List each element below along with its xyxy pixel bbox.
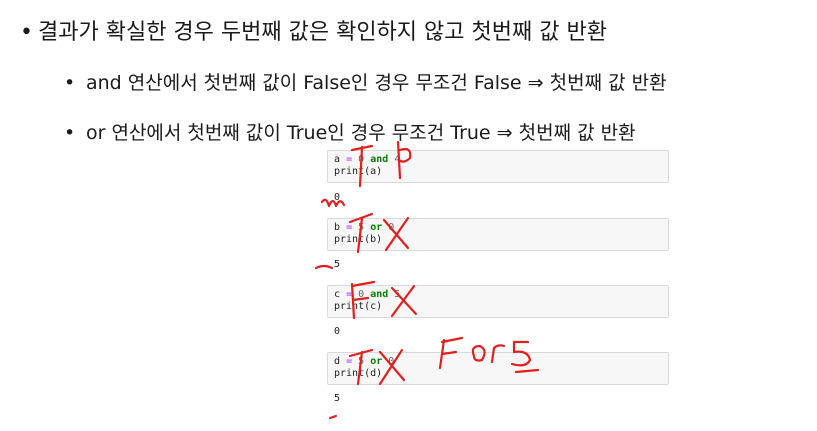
code-line: b = 5 or 0: [334, 222, 395, 233]
sub-bullet-and-text: and 연산에서 첫번째 값이 False인 경우 무조건 False ⇒ 첫번…: [86, 72, 667, 94]
code-cell-d[interactable]: d = 5 or 0 print(d): [327, 352, 669, 385]
code-line: print(c): [334, 301, 383, 312]
cell-output-c: 0: [334, 326, 341, 337]
ink-mark: [314, 264, 334, 270]
main-bullet: • 결과가 확실한 경우 두번째 값은 확인하지 않고 첫번째 값 반환: [20, 14, 607, 46]
ink-mark: [328, 414, 338, 420]
sub-bullet-or-text: or 연산에서 첫번째 값이 True인 경우 무조건 True ⇒ 첫번째 값…: [86, 122, 636, 144]
code-line: a = 0 and 4: [334, 154, 401, 165]
code-cell-c[interactable]: c = 0 and 5 print(c): [327, 285, 669, 318]
ink-mark: [320, 198, 346, 208]
main-bullet-text: 결과가 확실한 경우 두번째 값은 확인하지 않고 첫번째 값 반환: [38, 20, 607, 45]
sub-bullet-or: • or 연산에서 첫번째 값이 True인 경우 무조건 True ⇒ 첫번째 …: [64, 118, 636, 145]
sub-bullet-and: • and 연산에서 첫번째 값이 False인 경우 무조건 False ⇒ 첫…: [64, 68, 667, 95]
cell-output-d: 5: [334, 393, 341, 404]
code-line: print(b): [334, 234, 383, 245]
bullet-dot: •: [20, 20, 33, 45]
code-cell-b[interactable]: b = 5 or 0 print(b): [327, 218, 669, 251]
bullet-dot: •: [64, 122, 76, 144]
code-line: c = 0 and 5: [334, 289, 401, 300]
code-cell-a[interactable]: a = 0 and 4 print(a): [327, 150, 669, 183]
code-line: d = 5 or 0: [334, 356, 395, 367]
bullet-dot: •: [64, 72, 76, 94]
cell-output-b: 5: [334, 259, 341, 270]
code-line: print(d): [334, 368, 383, 379]
cell-output-a: 0: [334, 192, 341, 203]
code-line: print(a): [334, 166, 383, 177]
